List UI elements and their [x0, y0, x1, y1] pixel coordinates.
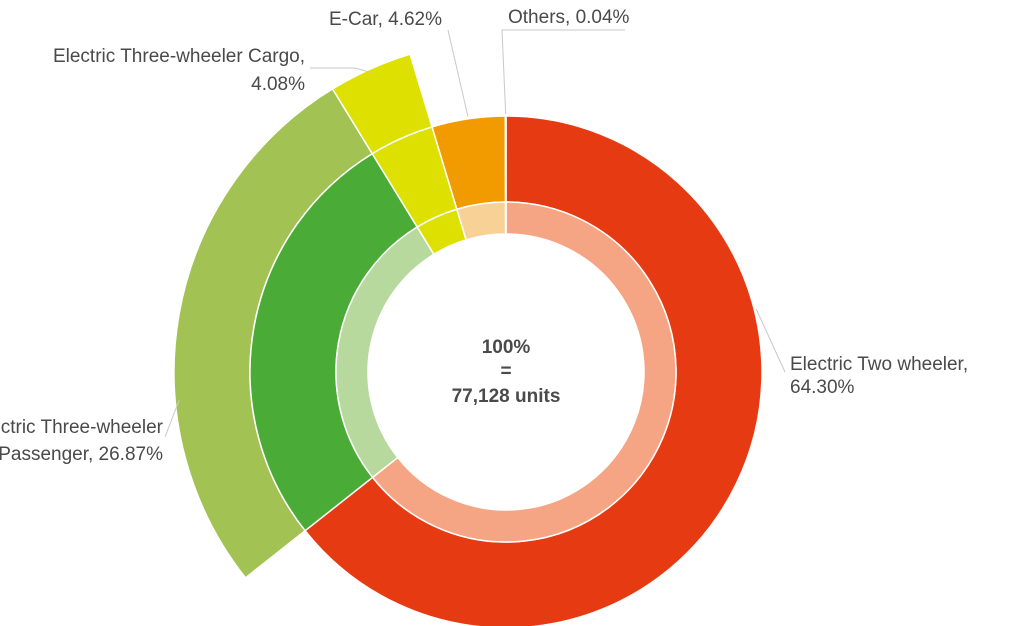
leader-three-wheeler-passenger	[164, 399, 180, 438]
slice-others	[504, 115, 507, 203]
slices-group	[173, 53, 763, 626]
label-three-wheeler-passenger-line2: Passenger, 26.87%	[0, 444, 163, 465]
leader-e-car	[447, 29, 469, 117]
label-three-wheeler-cargo-line2: 4.08%	[251, 74, 305, 95]
label-two-wheeler-line2: 64.30%	[790, 377, 855, 398]
center-total-percent: 100%	[482, 337, 531, 358]
leader-two-wheeler	[755, 308, 786, 373]
leader-others	[501, 29, 625, 115]
center-equals: =	[500, 361, 511, 382]
leader-lines	[164, 29, 786, 438]
label-others: Others, 0.04%	[508, 7, 630, 28]
inner-ring-e-car	[455, 201, 507, 241]
label-three-wheeler-passenger-line1: Electric Three-wheeler	[0, 417, 164, 438]
center-total-units: 77,128 units	[452, 386, 561, 407]
label-e-car: E-Car, 4.62%	[329, 9, 442, 30]
label-three-wheeler-cargo-line1: Electric Three-wheeler Cargo,	[53, 46, 305, 67]
leader-three-wheeler-cargo	[310, 67, 372, 74]
inner-ring-electric-two-wheeler	[371, 201, 677, 543]
label-two-wheeler-line1: Electric Two wheeler,	[790, 354, 968, 375]
